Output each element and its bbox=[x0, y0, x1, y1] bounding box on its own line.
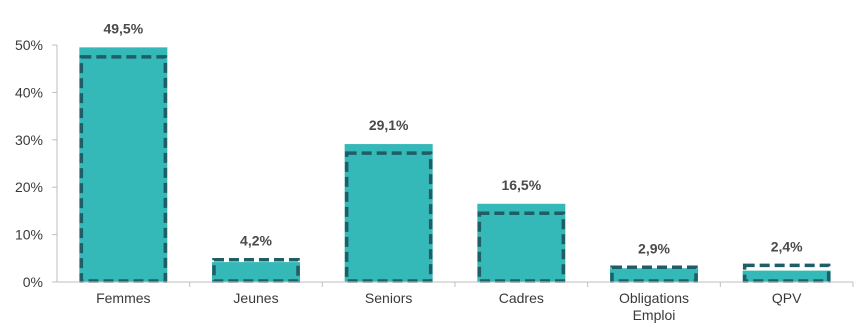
data-label: 16,5% bbox=[501, 177, 541, 193]
dashed-outline-bar bbox=[212, 257, 300, 283]
dashed-outline-bar bbox=[742, 263, 831, 283]
data-label: 49,5% bbox=[103, 20, 143, 36]
category-label: Obligations Emploi bbox=[619, 290, 689, 323]
y-tick-label: 40% bbox=[15, 84, 43, 100]
data-label: 2,9% bbox=[638, 240, 670, 256]
bar bbox=[742, 270, 831, 282]
category-labels: Femmes Jeunes Seniors Cadres Obligations Empl… bbox=[96, 282, 854, 323]
category-label: QPV bbox=[772, 290, 802, 306]
y-tick-label: 0% bbox=[23, 274, 43, 290]
dashed-outline-bar bbox=[610, 265, 698, 283]
category-label-line: QPV bbox=[772, 290, 802, 306]
data-label: 2,4% bbox=[771, 238, 803, 254]
y-tick-label: 50% bbox=[15, 37, 43, 53]
category-label-line: Obligations bbox=[619, 290, 689, 306]
category-label: Seniors bbox=[365, 290, 412, 306]
y-tick-label: 10% bbox=[15, 227, 43, 243]
data-label: 4,2% bbox=[240, 233, 272, 249]
bars bbox=[79, 47, 831, 283]
category-label-line: Emploi bbox=[633, 307, 676, 323]
category-label: Femmes bbox=[96, 290, 150, 306]
y-tick-label: 30% bbox=[15, 132, 43, 148]
y-axis-ticks: 0% 10% 20% 30% 40% 50% bbox=[15, 37, 57, 290]
dashed-outline-bar bbox=[79, 55, 168, 283]
data-label: 29,1% bbox=[369, 117, 409, 133]
y-tick-label: 20% bbox=[15, 179, 43, 195]
category-label-line: Femmes bbox=[96, 290, 150, 306]
category-label-line: Seniors bbox=[365, 290, 412, 306]
bar bbox=[212, 262, 300, 282]
bar bbox=[344, 144, 433, 282]
category-label-line: Jeunes bbox=[233, 290, 278, 306]
bar bbox=[79, 47, 168, 283]
bar bbox=[477, 203, 566, 282]
category-label: Jeunes bbox=[233, 290, 278, 306]
dashed-outlines bbox=[79, 55, 831, 283]
axes bbox=[56, 45, 853, 283]
bar bbox=[610, 268, 698, 282]
category-label: Cadres bbox=[499, 290, 544, 306]
data-labels: 49,5% 4,2% 29,1% 16,5% 2,9% 2,4% bbox=[103, 20, 803, 256]
category-label-line: Cadres bbox=[499, 290, 544, 306]
